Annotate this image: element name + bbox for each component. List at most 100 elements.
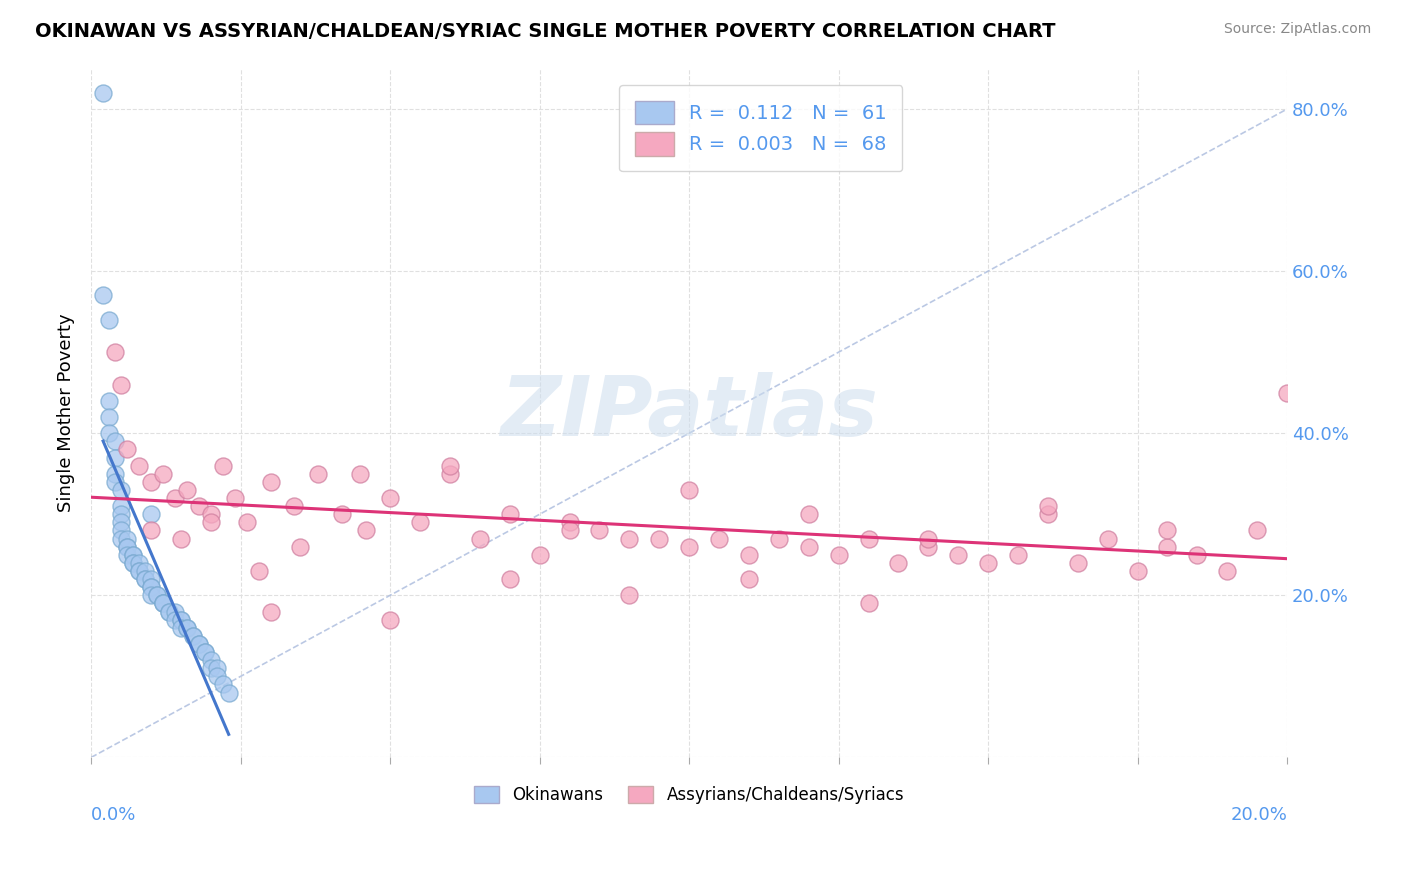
Point — [139, 572, 162, 586]
Point — [1036, 499, 1059, 513]
Point — [917, 540, 939, 554]
Point — [194, 645, 217, 659]
Point — [110, 524, 132, 538]
Point — [648, 532, 671, 546]
Point — [738, 572, 761, 586]
Point — [290, 540, 312, 554]
Point — [91, 288, 114, 302]
Point — [977, 556, 1000, 570]
Point — [181, 629, 204, 643]
Point — [128, 458, 150, 473]
Point — [1156, 540, 1178, 554]
Point — [1275, 385, 1298, 400]
Point — [1187, 548, 1209, 562]
Point — [200, 653, 222, 667]
Text: OKINAWAN VS ASSYRIAN/CHALDEAN/SYRIAC SINGLE MOTHER POVERTY CORRELATION CHART: OKINAWAN VS ASSYRIAN/CHALDEAN/SYRIAC SIN… — [35, 22, 1056, 41]
Point — [354, 524, 377, 538]
Y-axis label: Single Mother Poverty: Single Mother Poverty — [58, 314, 75, 512]
Point — [128, 556, 150, 570]
Point — [146, 588, 169, 602]
Point — [115, 540, 138, 554]
Point — [558, 524, 581, 538]
Text: ZIPatlas: ZIPatlas — [501, 373, 879, 453]
Point — [439, 458, 461, 473]
Point — [115, 532, 138, 546]
Point — [176, 483, 198, 497]
Point — [247, 564, 270, 578]
Point — [211, 458, 233, 473]
Point — [1097, 532, 1119, 546]
Point — [122, 556, 145, 570]
Point — [707, 532, 730, 546]
Point — [619, 588, 641, 602]
Point — [409, 516, 432, 530]
Point — [104, 467, 127, 481]
Point — [176, 621, 198, 635]
Point — [224, 491, 246, 505]
Text: Source: ZipAtlas.com: Source: ZipAtlas.com — [1223, 22, 1371, 37]
Point — [104, 345, 127, 359]
Point — [128, 564, 150, 578]
Point — [122, 548, 145, 562]
Point — [139, 475, 162, 489]
Point — [887, 556, 910, 570]
Point — [1246, 524, 1268, 538]
Point — [152, 467, 174, 481]
Point — [115, 540, 138, 554]
Point — [187, 499, 209, 513]
Point — [259, 475, 281, 489]
Point — [152, 596, 174, 610]
Point — [378, 491, 401, 505]
Point — [104, 434, 127, 449]
Point — [98, 312, 121, 326]
Point — [139, 588, 162, 602]
Point — [115, 548, 138, 562]
Point — [134, 564, 156, 578]
Point — [110, 516, 132, 530]
Point — [218, 685, 240, 699]
Point — [163, 605, 186, 619]
Point — [104, 450, 127, 465]
Point — [200, 661, 222, 675]
Point — [115, 442, 138, 457]
Point — [139, 580, 162, 594]
Point — [176, 621, 198, 635]
Point — [122, 548, 145, 562]
Point — [1216, 564, 1239, 578]
Point — [98, 426, 121, 441]
Point — [98, 410, 121, 425]
Point — [163, 491, 186, 505]
Point — [134, 572, 156, 586]
Point — [139, 580, 162, 594]
Point — [678, 540, 700, 554]
Point — [235, 516, 257, 530]
Point — [170, 613, 193, 627]
Point — [378, 613, 401, 627]
Point — [134, 572, 156, 586]
Point — [194, 645, 217, 659]
Point — [110, 499, 132, 513]
Point — [181, 629, 204, 643]
Point — [1067, 556, 1090, 570]
Point — [499, 572, 522, 586]
Point — [110, 508, 132, 522]
Point — [439, 467, 461, 481]
Point — [1156, 524, 1178, 538]
Point — [678, 483, 700, 497]
Point — [797, 508, 820, 522]
Point — [917, 532, 939, 546]
Point — [122, 556, 145, 570]
Point — [205, 669, 228, 683]
Point — [128, 564, 150, 578]
Point — [91, 86, 114, 100]
Point — [468, 532, 491, 546]
Point — [187, 637, 209, 651]
Point — [283, 499, 305, 513]
Point — [110, 532, 132, 546]
Point — [200, 508, 222, 522]
Point — [152, 596, 174, 610]
Point — [858, 532, 880, 546]
Point — [948, 548, 970, 562]
Point — [170, 613, 193, 627]
Point — [529, 548, 551, 562]
